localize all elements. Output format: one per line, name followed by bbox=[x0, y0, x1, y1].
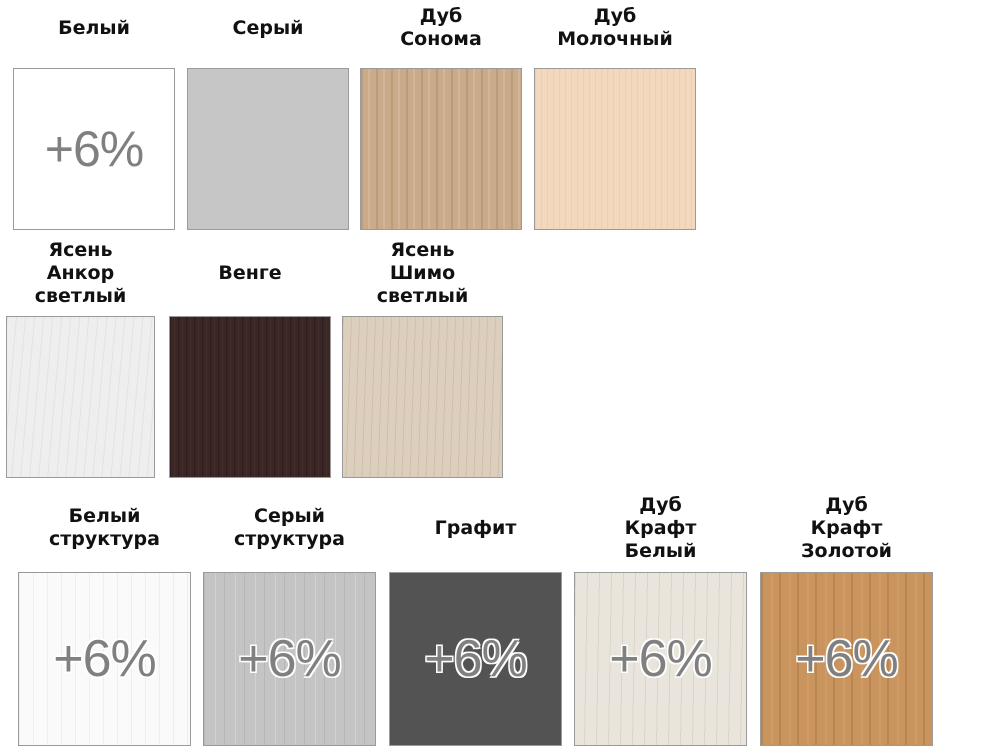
color-swatch bbox=[187, 68, 349, 230]
surcharge-badge: +6% bbox=[795, 630, 899, 688]
surcharge-badge: +6% bbox=[609, 630, 713, 688]
swatch-label: Белый структура bbox=[0, 483, 221, 573]
swatch-label-line: Крафт bbox=[810, 516, 883, 539]
color-swatch: +6% bbox=[760, 572, 933, 746]
swatch-label: Венге bbox=[139, 228, 361, 318]
color-swatch: +6% bbox=[574, 572, 747, 746]
color-swatch bbox=[342, 316, 503, 478]
swatch-label-line: Венге bbox=[218, 261, 282, 284]
swatch-label: Дуб Сонома bbox=[330, 0, 552, 73]
color-swatch: +6% bbox=[13, 68, 175, 230]
swatch-label-line: Золотой bbox=[801, 539, 892, 562]
color-swatch: +6% bbox=[203, 572, 376, 746]
swatch-label-line: Молочный bbox=[557, 28, 673, 50]
color-swatch: +6% bbox=[18, 572, 191, 746]
swatch-label-line: структура bbox=[234, 528, 345, 550]
color-swatch bbox=[169, 316, 331, 478]
color-swatch bbox=[360, 68, 522, 230]
swatch-label: Графит bbox=[359, 483, 592, 573]
swatch-label: Белый bbox=[0, 0, 205, 73]
swatch-label-line: Крафт bbox=[624, 516, 697, 539]
swatch-label: Серый bbox=[157, 0, 379, 73]
swatch-label-line: Дуб bbox=[825, 493, 868, 516]
swatch-label-line: светлый bbox=[34, 284, 127, 307]
surcharge-badge: +6% bbox=[53, 630, 157, 688]
color-swatch bbox=[6, 316, 155, 478]
color-swatch bbox=[534, 68, 696, 230]
swatch-label-line: Дуб bbox=[639, 493, 682, 516]
swatch-label-line: Дуб bbox=[593, 5, 637, 27]
swatch-label: Серый структура bbox=[173, 483, 406, 573]
swatch-label-line: Серый bbox=[232, 16, 304, 39]
color-swatch: +6% bbox=[389, 572, 562, 746]
swatch-label-line: Графит bbox=[434, 516, 517, 539]
swatch-label-line: светлый bbox=[376, 284, 469, 307]
swatch-label-line: структура bbox=[49, 528, 160, 550]
swatch-label-line: Белый bbox=[58, 16, 130, 39]
swatch-label-line: Сонома bbox=[400, 28, 482, 50]
swatch-label-line: Шимо bbox=[389, 261, 456, 284]
swatch-label-line: Дуб bbox=[419, 5, 463, 27]
swatch-label: Дуб Крафт Белый bbox=[544, 483, 777, 573]
surcharge-badge: +6% bbox=[424, 630, 528, 688]
swatch-label: Дуб Молочный bbox=[504, 0, 726, 73]
surcharge-badge: +6% bbox=[44, 121, 144, 177]
swatch-label: Ясень Анкор светлый bbox=[0, 228, 185, 318]
swatch-label: Дуб Крафт Золотой bbox=[730, 483, 963, 573]
swatch-label: Ясень Шимо светлый bbox=[312, 228, 533, 318]
swatch-label-line: Анкор bbox=[46, 261, 115, 284]
swatch-label-line: Белый bbox=[68, 505, 141, 527]
swatch-label-line: Серый bbox=[254, 505, 325, 527]
swatch-label-line: Ясень bbox=[48, 238, 113, 261]
swatch-label-line: Белый bbox=[624, 539, 697, 562]
swatch-label-line: Ясень bbox=[390, 238, 455, 261]
surcharge-badge: +6% bbox=[238, 630, 342, 688]
